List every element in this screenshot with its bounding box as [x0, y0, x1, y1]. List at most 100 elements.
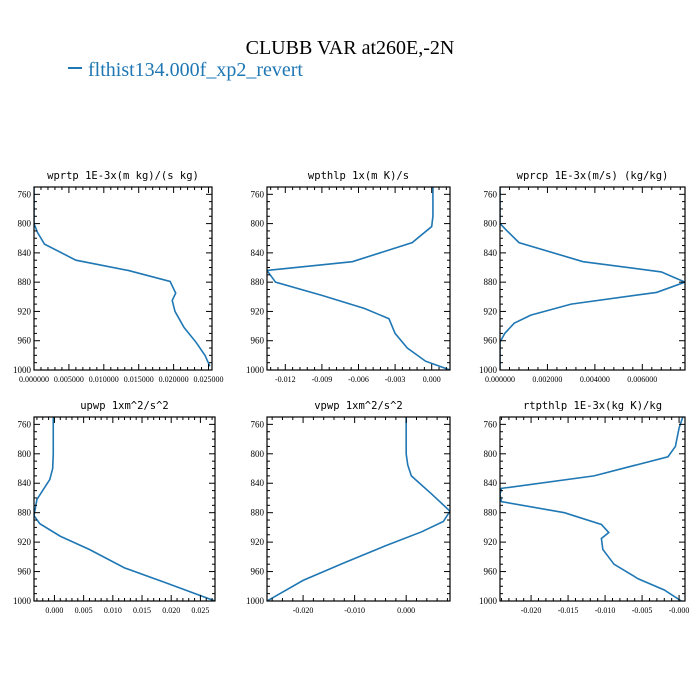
y-tick-label: 1000 [246, 365, 265, 375]
plot-frame [33, 416, 216, 602]
x-tick-label: -0.009 [312, 375, 333, 384]
x-tick-label: 0.000 [397, 606, 415, 615]
y-tick-label: 960 [18, 567, 32, 577]
y-tick-label: 880 [484, 508, 498, 518]
y-tick-label: 840 [251, 248, 265, 258]
y-tick-label: 760 [251, 189, 265, 199]
x-tick-label: 0.002000 [532, 375, 562, 384]
y-tick-label: 800 [484, 219, 498, 229]
x-tick-label: -0.010 [595, 606, 616, 615]
series-line [34, 187, 211, 367]
y-tick-label: 960 [251, 336, 265, 346]
x-tick-label: 0.020 [162, 606, 180, 615]
y-tick-label: 800 [251, 219, 265, 229]
panel-title: vpwp 1xm^2/s^2 [314, 400, 403, 412]
y-tick-label: 960 [18, 336, 32, 346]
x-tick-label: 0.010 [104, 606, 122, 615]
figure-title: CLUBB VAR at260E,-2N [245, 37, 455, 59]
y-tick-label: 800 [18, 449, 32, 459]
y-tick-label: 760 [18, 419, 32, 429]
series-line [500, 417, 684, 601]
plot-frame [266, 186, 451, 371]
y-tick-label: 800 [18, 219, 32, 229]
legend-label: flthist134.000f_xp2_revert [88, 59, 303, 81]
y-tick-label: 920 [484, 537, 498, 547]
y-tick-label: 760 [484, 189, 498, 199]
x-tick-label: -0.010 [344, 606, 365, 615]
panel-2: wpthlp 1x(m K)/s 760 800 840 880 920 960 1000 -0… [246, 170, 451, 384]
y-tick-label: 880 [251, 508, 265, 518]
plot-frame [499, 186, 686, 371]
x-tick-label: -0.003 [385, 375, 406, 384]
panel-4: upwp 1xm^2/s^2 760 800 840 880 920 960 1000 0.00… [13, 400, 216, 615]
series-line [267, 417, 450, 601]
x-tick-label: 0.000 [423, 375, 441, 384]
y-tick-label: 800 [251, 449, 265, 459]
y-tick-label: 1000 [13, 365, 32, 375]
x-tick-label: 0.015000 [124, 375, 154, 384]
y-tick-label: 760 [18, 189, 32, 199]
x-tick-label: 0.015 [133, 606, 151, 615]
panel-title: wpthlp 1x(m K)/s [308, 170, 409, 182]
panel-6: rtpthlp 1E-3x(kg K)/kg 760 800 840 880 920 960… [479, 400, 689, 615]
panel-title: upwp 1xm^2/s^2 [80, 400, 169, 412]
panel-5: vpwp 1xm^2/s^2 760 800 840 880 920 960 1000 -0.0… [246, 400, 451, 615]
y-tick-label: 920 [18, 537, 32, 547]
y-tick-label: 1000 [479, 596, 498, 606]
x-tick-label: 0.000 [45, 606, 63, 615]
x-tick-label: 0.025000 [194, 375, 224, 384]
y-tick-label: 840 [484, 478, 498, 488]
y-tick-label: 1000 [246, 596, 265, 606]
y-tick-label: 880 [18, 277, 32, 287]
x-tick-label: 0.006000 [627, 375, 657, 384]
y-tick-label: 920 [18, 306, 32, 316]
plot-frame [33, 186, 213, 371]
y-tick-label: 840 [18, 478, 32, 488]
x-tick-label: 0.005000 [54, 375, 84, 384]
y-tick-label: 880 [484, 277, 498, 287]
y-tick-label: 840 [484, 248, 498, 258]
x-tick-label: 0.005 [75, 606, 93, 615]
x-tick-label: 0.000000 [485, 375, 515, 384]
y-tick-label: 920 [251, 306, 265, 316]
x-tick-label: -0.012 [275, 375, 296, 384]
y-tick-label: 840 [18, 248, 32, 258]
y-tick-label: 1000 [13, 596, 32, 606]
x-tick-label: -0.006 [348, 375, 369, 384]
series-line [500, 187, 685, 370]
y-tick-label: 880 [18, 508, 32, 518]
x-tick-label: 0.020000 [159, 375, 189, 384]
series-line [34, 417, 215, 601]
x-tick-label: -0.005 [632, 606, 653, 615]
panel-title: wprtp 1E-3x(m kg)/(s kg) [47, 170, 199, 182]
x-tick-label: 0.004000 [580, 375, 610, 384]
x-tick-label: -0.000 [669, 606, 690, 615]
x-tick-label: 0.010000 [89, 375, 119, 384]
y-tick-label: 760 [251, 419, 265, 429]
y-tick-label: 880 [251, 277, 265, 287]
panel-1: wprtp 1E-3x(m kg)/(s kg) 760 800 840 880 920 9… [13, 170, 224, 384]
legend-line-icon [68, 67, 82, 70]
plot-frame [266, 416, 451, 602]
x-tick-label: 0.025 [191, 606, 209, 615]
x-tick-label: 0.000000 [19, 375, 49, 384]
panel-title: wprcp 1E-3x(m/s) (kg/kg) [517, 170, 669, 182]
y-tick-label: 920 [251, 537, 265, 547]
y-tick-label: 960 [484, 567, 498, 577]
panel-title: rtpthlp 1E-3x(kg K)/kg [523, 400, 662, 412]
x-tick-label: -0.020 [521, 606, 542, 615]
y-tick-label: 960 [484, 336, 498, 346]
legend: flthist134.000f_xp2_revert [68, 59, 303, 82]
y-tick-label: 840 [251, 478, 265, 488]
plot-frame [499, 416, 686, 602]
y-tick-label: 920 [484, 306, 498, 316]
x-tick-label: -0.015 [558, 606, 579, 615]
y-tick-label: 960 [251, 567, 265, 577]
y-tick-label: 760 [484, 419, 498, 429]
x-tick-label: -0.020 [293, 606, 314, 615]
y-tick-label: 800 [484, 449, 498, 459]
panel-3: wprcp 1E-3x(m/s) (kg/kg) 760 800 840 880 920 9… [479, 170, 686, 384]
series-line [267, 187, 450, 370]
y-tick-label: 1000 [479, 365, 498, 375]
